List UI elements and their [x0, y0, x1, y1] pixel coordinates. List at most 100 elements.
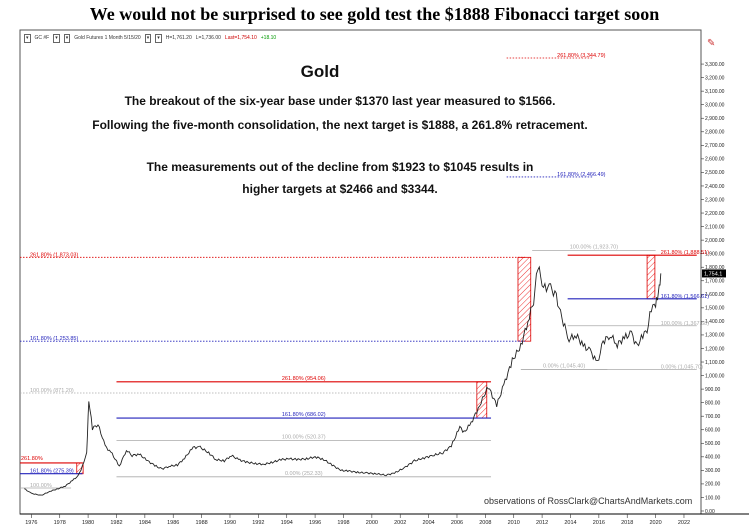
y-tick-label: 1,300.00 [705, 333, 725, 339]
chart-title: Gold [300, 62, 340, 81]
y-tick-label: 1,900.00 [705, 251, 725, 257]
x-tick-label: 2018 [621, 520, 633, 526]
x-tick-label: 1988 [195, 520, 207, 526]
annotation-line-4: higher targets at $2466 and $3344. [242, 182, 438, 196]
x-tick-label: 1990 [224, 520, 236, 526]
y-tick-label: 2,500.00 [705, 170, 725, 176]
drawing-tool-icon[interactable]: ✎ [707, 38, 716, 49]
y-tick-label: 3,300.00 [705, 62, 725, 68]
y-tick-label: 2,300.00 [705, 197, 725, 203]
fib-level-label: 261.80% (954.06) [282, 376, 326, 382]
y-tick-label: 500.00 [705, 441, 721, 447]
y-tick-label: 1,000.00 [705, 373, 725, 379]
x-tick-label: 2004 [422, 520, 434, 526]
fib-level-label: 161.80% (1,566.61) [661, 294, 709, 300]
y-tick-label: 1,700.00 [705, 279, 725, 285]
y-tick-label: 2,600.00 [705, 157, 725, 163]
instrument-title: Gold Futures 1 Month 5/15/20 [74, 35, 141, 41]
x-tick-label: 2012 [536, 520, 548, 526]
y-tick-label: 1,400.00 [705, 319, 725, 325]
x-tick-label: 2010 [508, 520, 520, 526]
y-tick-label: 2,700.00 [705, 143, 725, 149]
y-tick-label: 1,100.00 [705, 360, 725, 366]
high-value: H=1,761.20 [165, 35, 192, 41]
x-tick-label: 1992 [252, 520, 264, 526]
y-tick-label: 2,200.00 [705, 211, 725, 217]
y-tick-label: 200.00 [705, 482, 721, 488]
x-tick-label: 2002 [394, 520, 406, 526]
x-tick-label: 1986 [167, 520, 179, 526]
x-tick-label: 2000 [366, 520, 378, 526]
y-tick-label: 900.00 [705, 387, 721, 393]
dropdown-icon[interactable]: ▾ [53, 33, 60, 43]
fib-level-label: 100.00% (520.37) [282, 435, 326, 441]
dropdown-icon[interactable]: ▾ [63, 33, 71, 43]
last-price-marker [702, 269, 726, 278]
change-value: +18.10 [260, 35, 277, 41]
y-tick-label: 2,400.00 [705, 184, 725, 190]
credit-text: observations of RossClark@ChartsAndMarke… [484, 496, 693, 506]
dropdown-icon[interactable]: ▾ [155, 33, 162, 43]
x-tick-label: 1976 [25, 520, 37, 526]
fib-level-label: 100.00% [30, 483, 52, 489]
target-zone [517, 256, 532, 342]
x-tick-label: 1984 [139, 520, 151, 526]
chart-toolbar: ▾ GC #F ▾ ▾ Gold Futures 1 Month 5/15/20… [24, 33, 276, 43]
y-tick-label: 300.00 [705, 468, 721, 474]
dropdown-icon[interactable]: ▾ [24, 33, 31, 43]
fib-level-label: 161.80% (1,253.85) [30, 336, 78, 342]
low-value: L=1,736.00 [195, 35, 221, 41]
fib-level-label: 161.80% (2,466.49) [557, 172, 605, 178]
x-tick-label: 1982 [110, 520, 122, 526]
annotation-line-1: The breakout of the six-year base under … [124, 94, 556, 108]
y-tick-label: 1,600.00 [705, 292, 725, 298]
fib-level-label: 0.00% (1,045.40) [543, 363, 585, 369]
fib-level-label: 100.00% (871.20) [30, 388, 74, 394]
fib-level-label: 261.80% (1,888.51) [661, 250, 709, 256]
gold-price-series [24, 265, 662, 496]
y-tick-label: 2,000.00 [705, 238, 725, 244]
x-tick-label: 2014 [564, 520, 576, 526]
y-tick-label: 2,800.00 [705, 130, 725, 136]
x-tick-label: 1996 [309, 520, 321, 526]
fib-level-label: 161.80% (686.02) [282, 412, 326, 418]
x-tick-label: 1998 [337, 520, 349, 526]
target-zone [646, 254, 656, 300]
dropdown-icon[interactable]: ▾ [144, 33, 152, 43]
symbol-label[interactable]: GC #F [34, 35, 50, 41]
fib-level-label: 261.80% [21, 456, 43, 462]
last-price-label: 1,754.1 [704, 271, 722, 277]
fib-level-label: 261.80% (3,344.79) [557, 53, 605, 59]
y-tick-label: 1,200.00 [705, 346, 725, 352]
x-tick-label: 2006 [451, 520, 463, 526]
y-tick-label: 400.00 [705, 455, 721, 461]
x-tick-label: 1980 [82, 520, 94, 526]
fib-level-label: 100.00% (1,367.68) [661, 321, 709, 327]
y-tick-label: 700.00 [705, 414, 721, 420]
x-tick-label: 2020 [649, 520, 661, 526]
annotation-line-2: Following the five-month consolidation, … [92, 118, 588, 132]
y-tick-label: 3,000.00 [705, 102, 725, 108]
headline: We would not be surprised to see gold te… [89, 4, 660, 24]
y-tick-label: 800.00 [705, 400, 721, 406]
last-value: Last=1,754.10 [224, 35, 257, 41]
fib-level-label: 100.00% (1,923.70) [570, 244, 618, 250]
fib-level-label: 161.80% (275.39) [30, 469, 74, 475]
y-tick-label: 2,100.00 [705, 224, 725, 230]
x-tick-label: 2016 [593, 520, 605, 526]
y-tick-label: 0.00 [705, 509, 715, 515]
y-tick-label: 3,100.00 [705, 89, 725, 95]
fib-level-label: 0.00% (252.33) [285, 471, 323, 477]
x-tick-label: 1994 [281, 520, 293, 526]
annotation-line-3: The measurements out of the decline from… [146, 160, 534, 174]
y-tick-label: 600.00 [705, 428, 721, 434]
y-tick-label: 3,200.00 [705, 75, 725, 81]
fib-level-label: 261.80% (1,873.03) [30, 252, 78, 258]
x-tick-label: 2022 [678, 520, 690, 526]
x-tick-label: 2008 [479, 520, 491, 526]
y-tick-label: 1,500.00 [705, 306, 725, 312]
y-tick-label: 1,800.00 [705, 265, 725, 271]
y-tick-label: 100.00 [705, 495, 721, 501]
y-tick-label: 2,900.00 [705, 116, 725, 122]
